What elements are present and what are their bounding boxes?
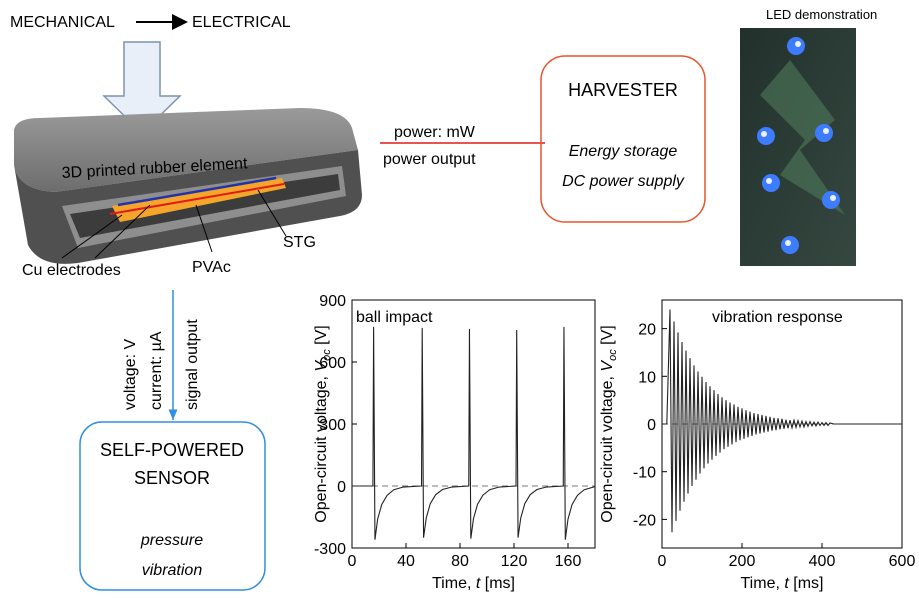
sensor-use: pressure [140,532,203,549]
y-label-text: Open-circuit voltage, [313,372,330,523]
x-label-text: Time, [741,575,785,592]
signal-line [662,310,902,533]
y-label-text: Open-circuit voltage, [599,372,616,523]
led-photo [740,28,856,266]
x-tick-label: 160 [555,553,582,570]
y-tick-label: 10 [638,369,656,386]
electrodes-label: Cu electrodes [22,262,121,279]
header-from: MECHANICAL [10,14,115,31]
x-tick-label: 40 [397,553,415,570]
y-tick-label: 20 [638,322,656,339]
chart-title: vibration response [712,309,843,326]
y-axis-label: Open-circuit voltage, Voc [V] [599,325,619,523]
x-axis-label: Time, t [ms] [432,575,515,592]
harvester-title: HARVESTER [568,80,678,100]
sensor-title: SELF-POWERED [100,440,244,460]
x-label-unit: [ms] [789,575,824,592]
figure: MECHANICAL ELECTRICAL 3D printed rubber … [0,0,919,598]
harvester-line: DC power supply [562,173,685,190]
y-tick-label: -10 [633,465,656,482]
generator-label: STG [283,234,316,251]
plot-frame [352,300,595,548]
x-tick-label: 200 [729,553,756,570]
signal-line [352,327,595,540]
x-tick-label: 0 [348,553,357,570]
led-caption: LED demonstration [766,7,877,22]
header-to: ELECTRICAL [192,14,291,31]
harvester-line: Energy storage [569,143,678,160]
y-label-subscript: oc [607,349,619,361]
chart-title: ball impact [356,309,433,326]
x-tick-label: 80 [451,553,469,570]
x-axis-label: Time, t [ms] [741,575,824,592]
y-tick-label: 900 [319,293,346,310]
y-label-unit: [V] [313,325,330,349]
layer-label: PVAc [192,259,231,276]
x-tick-label: 600 [889,553,916,570]
power-value: power: mW [394,124,476,141]
x-label-text: Time, [432,575,476,592]
y-tick-label: 0 [647,417,656,434]
signal-line: current: µA [148,331,165,410]
signal-line: signal output [184,319,201,410]
power-label: power output [383,151,476,168]
x-tick-label: 400 [809,553,836,570]
x-tick-label: 120 [501,553,528,570]
y-label-unit: [V] [599,325,616,349]
x-tick-label: 0 [658,553,667,570]
y-label-subscript: oc [321,349,333,361]
sensor-use: vibration [142,562,203,579]
y-tick-label: -300 [314,541,346,558]
sensor-title: SENSOR [134,468,210,488]
y-tick-label: 0 [337,479,346,496]
x-label-unit: [ms] [480,575,515,592]
y-tick-label: -20 [633,512,656,529]
signal-line: voltage: V [122,339,139,410]
